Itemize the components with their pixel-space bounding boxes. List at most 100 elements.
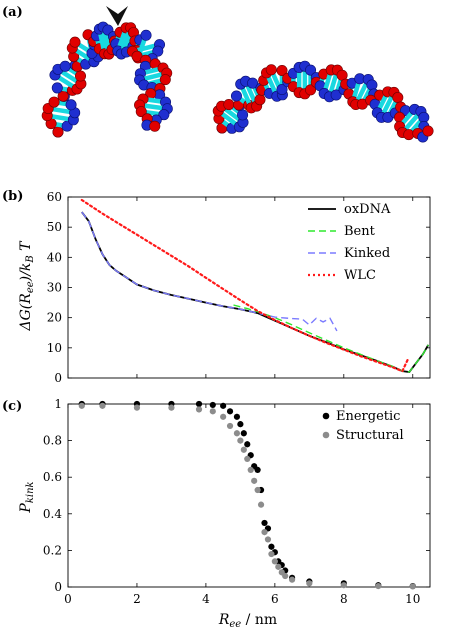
y-tick-label: 20 xyxy=(47,311,62,325)
series-line-wlc xyxy=(80,198,409,373)
left-strand-b-bead xyxy=(52,126,64,138)
right-strand-a-bead xyxy=(230,90,242,102)
left-strand-a-bead xyxy=(65,99,77,111)
point-energetic xyxy=(195,400,203,408)
right-strand-a-bead xyxy=(247,77,259,89)
point-structural xyxy=(340,582,347,589)
free-energy-plot: 0 10 20 30 40 50 60 oxDNA Bent Kinked WLC xyxy=(47,190,431,385)
left-strand-b-bead xyxy=(48,96,60,108)
point-energetic xyxy=(240,430,247,437)
series-line-oxdna xyxy=(81,211,430,373)
legend-label-kinked: Kinked xyxy=(344,246,390,261)
plot-frame xyxy=(67,196,431,379)
left-strand-b-bead xyxy=(159,74,171,86)
x-tick-label: 6 xyxy=(271,592,279,606)
left-strand-a-bead xyxy=(158,109,170,121)
plot-frame xyxy=(67,403,431,588)
left-strand-a-bead xyxy=(152,45,164,57)
point-energetic xyxy=(244,441,251,448)
point-structural xyxy=(233,430,241,437)
y-tick-label: 0.6 xyxy=(43,470,62,484)
point-energetic xyxy=(237,421,244,428)
y-tick-label: 0.2 xyxy=(43,543,62,557)
panel-c-label: (c) xyxy=(2,399,22,414)
point-structural xyxy=(247,466,254,473)
x-axis-label: Ree / nm xyxy=(218,612,277,630)
point-structural xyxy=(78,402,85,409)
point-structural xyxy=(240,446,247,453)
panel-b: (b) 0 10 20 30 40 50 60 oxDNA Bent Kinked WLC ΔG(R… xyxy=(2,189,431,385)
legend: Energetic Structural xyxy=(322,409,404,443)
right-strand-a-bead xyxy=(330,89,342,101)
y-axis-label-c: Pkink xyxy=(18,481,36,513)
y-tick-label: 0 xyxy=(54,371,62,385)
y-tick-label: 0.8 xyxy=(43,434,62,448)
y-tick-label: 1 xyxy=(54,397,62,411)
point-energetic xyxy=(209,401,216,409)
kink-arrow-icon xyxy=(106,6,128,26)
right-strand-b-bead xyxy=(305,84,317,96)
right-strand-b-bead xyxy=(392,92,404,104)
right-strand-b-bead xyxy=(223,99,235,111)
left-strand-b-bead xyxy=(69,36,81,48)
left-strand-a-bead xyxy=(59,60,71,72)
series-line-kinked xyxy=(81,211,338,332)
point-energetic xyxy=(254,466,261,473)
point-structural xyxy=(220,413,227,420)
point-structural xyxy=(275,563,282,570)
legend: oxDNA Bent Kinked WLC xyxy=(308,202,391,283)
point-structural xyxy=(237,437,244,444)
point-structural xyxy=(254,486,261,494)
point-energetic xyxy=(261,519,268,527)
legend-label-bent: Bent xyxy=(344,224,376,239)
point-structural xyxy=(264,536,272,543)
x-tick-label: 2 xyxy=(133,592,141,606)
y-tick-label: 30 xyxy=(47,281,62,295)
left-strand-b-bead xyxy=(75,70,87,82)
legend-swatch-energetic xyxy=(322,412,330,420)
x-tick-label: 0 xyxy=(64,592,72,606)
point-structural xyxy=(282,572,289,580)
point-energetic xyxy=(268,543,275,550)
right-strand-b-bead xyxy=(403,129,415,141)
point-structural xyxy=(195,406,203,413)
x-tick-label: 10 xyxy=(405,592,420,606)
right-strand-a-bead xyxy=(276,83,288,95)
left-strand-a-bead xyxy=(51,82,63,94)
point-energetic xyxy=(220,402,227,409)
point-structural xyxy=(244,455,251,462)
right-strand-a-bead xyxy=(305,64,317,76)
point-structural xyxy=(375,582,382,590)
point-structural xyxy=(268,550,275,558)
panel-a: (a) xyxy=(2,5,434,143)
y-tick-label: 60 xyxy=(47,190,62,204)
right-strand-b-bead xyxy=(254,94,266,106)
dna-kinked-structure xyxy=(41,21,173,138)
x-tick-label: 8 xyxy=(340,592,348,606)
point-structural xyxy=(288,576,296,583)
legend-swatch-structural xyxy=(322,431,330,439)
y-tick-label: 0 xyxy=(54,580,62,594)
right-strand-b-bead xyxy=(276,65,288,77)
point-structural xyxy=(257,501,265,508)
left-strand-a-bead xyxy=(140,29,152,41)
right-strand-a-bead xyxy=(418,111,430,123)
point-structural xyxy=(209,408,216,415)
point-energetic xyxy=(233,413,241,420)
dna-bent-structure xyxy=(212,60,434,143)
y-axis-label-b: ΔG(Ree)/kB T xyxy=(18,240,36,332)
point-structural xyxy=(99,402,106,409)
panel-c: (c) 0 2 4 6 8 10 0 0.2 0.4 0.6 0.8 1 Energetic Struct… xyxy=(2,397,431,630)
right-strand-a-bead xyxy=(237,109,249,121)
series-line-bent xyxy=(233,304,429,373)
point-structural xyxy=(226,422,234,430)
right-strand-b-bead xyxy=(422,125,434,137)
kink-probability-plot: 0 2 4 6 8 10 0 0.2 0.4 0.6 0.8 1 Energetic Structural xyxy=(43,397,431,606)
point-structural xyxy=(409,583,416,590)
right-strand-b-bead xyxy=(265,64,277,76)
point-structural xyxy=(168,404,175,411)
legend-label-oxdna: oxDNA xyxy=(344,202,391,217)
legend-label-wlc: WLC xyxy=(344,268,376,283)
right-strand-a-bead xyxy=(366,79,378,91)
